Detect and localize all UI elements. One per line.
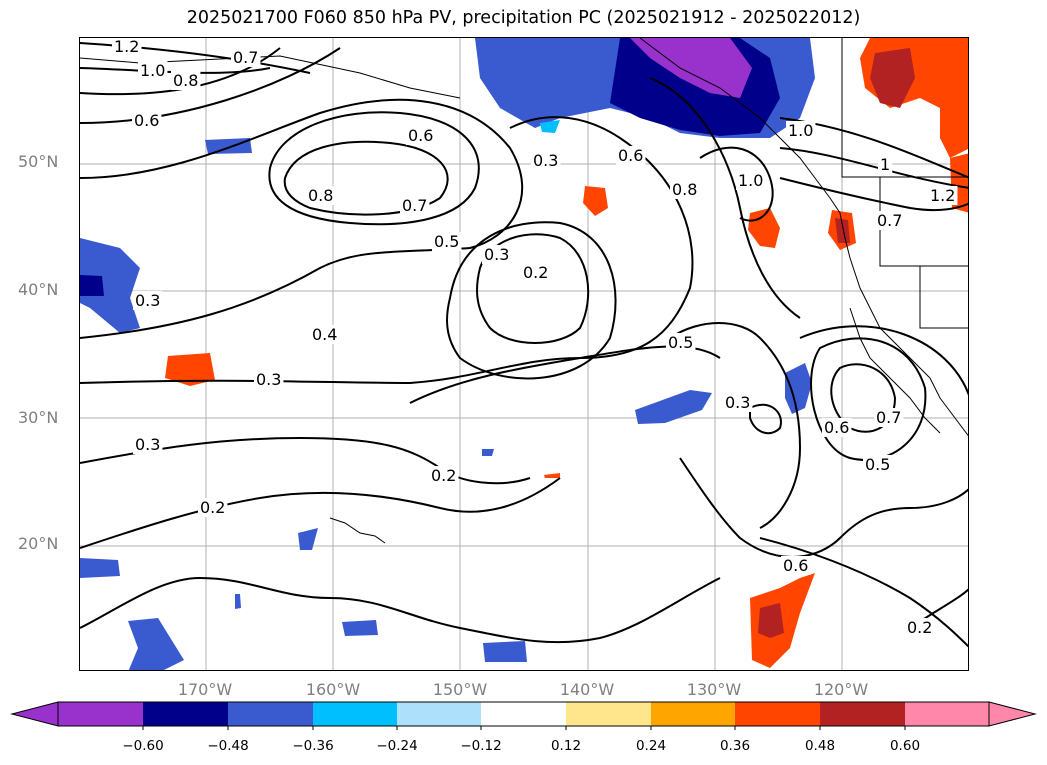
colorbar-tick: −0.48 — [207, 738, 249, 754]
lon-label: 120°W — [813, 680, 869, 699]
colorbar-tick: 0.60 — [889, 738, 921, 754]
colorbar-segment — [481, 702, 566, 726]
colorbar-tick: 0.12 — [550, 738, 582, 754]
map-panel: 1.2 1.0 0.8 0.7 0.6 0.6 0.8 0.7 0.5 0.3 … — [79, 37, 969, 671]
lon-label: 130°W — [686, 680, 742, 699]
contour-label: 0.3 — [533, 151, 558, 170]
contour-label: 0.6 — [618, 146, 643, 165]
lat-label: 40°N — [18, 280, 59, 299]
contour-label: 1.0 — [140, 61, 165, 80]
contour-label: 0.6 — [824, 418, 849, 437]
contour-label: 0.8 — [308, 186, 333, 205]
lon-label: 170°W — [177, 680, 233, 699]
contour-label: 0.2 — [523, 263, 548, 282]
contour-label: 0.8 — [672, 180, 697, 199]
colorbar-segment — [905, 702, 989, 726]
contour-label: 1 — [880, 155, 890, 174]
contour-label: 0.3 — [256, 370, 281, 389]
colorbar-segment — [143, 702, 228, 726]
colorbar-segment — [228, 702, 313, 726]
contour-label: 0.4 — [312, 325, 337, 344]
contour-label: 0.2 — [907, 618, 932, 637]
colorbar-segment — [58, 702, 143, 726]
contour-label: 0.2 — [431, 466, 456, 485]
contour-label: 0.2 — [200, 498, 225, 517]
colorbar-segment — [566, 702, 651, 726]
contour-label: 1.2 — [930, 186, 955, 205]
contour-label: 0.3 — [484, 245, 509, 264]
contour-label: 0.3 — [135, 435, 160, 454]
contour-label: 0.8 — [173, 71, 198, 90]
colorbar-tick: −0.12 — [460, 738, 502, 754]
lat-label: 30°N — [18, 408, 59, 427]
contour-label: 1.0 — [788, 121, 813, 140]
contour-label: 0.5 — [865, 455, 890, 474]
contour-label: 0.7 — [402, 196, 427, 215]
contour-label: 1.0 — [738, 171, 763, 190]
colorbar-tick: −0.24 — [376, 738, 418, 754]
colorbar-segment — [651, 702, 735, 726]
contour-label: 0.5 — [668, 333, 693, 352]
contour-label: 1.2 — [114, 38, 139, 56]
pv-contours — [80, 42, 968, 648]
colorbar-tick: −0.60 — [122, 738, 164, 754]
colorbar-segment — [313, 702, 397, 726]
precip-shading — [80, 38, 968, 670]
contour-label: 0.3 — [135, 291, 160, 310]
colorbar-segment — [735, 702, 820, 726]
lon-label: 150°W — [432, 680, 488, 699]
contour-label: 0.7 — [233, 48, 258, 67]
contour-label: 0.3 — [725, 393, 750, 412]
colorbar-segment — [820, 702, 905, 726]
contour-label: 0.6 — [408, 126, 433, 145]
colorbar-segment — [988, 701, 1037, 727]
contour-label: 0.6 — [134, 111, 159, 130]
colorbar-tick: 0.48 — [804, 738, 836, 754]
colorbar-tick: −0.36 — [292, 738, 334, 754]
colorbar-tick: 0.24 — [635, 738, 667, 754]
contour-labels: 1.2 1.0 0.8 0.7 0.6 0.6 0.8 0.7 0.5 0.3 … — [112, 38, 958, 637]
colorbar-tick: 0.36 — [719, 738, 751, 754]
contour-label: 0.7 — [876, 408, 901, 427]
gridlines — [80, 38, 968, 670]
colorbar-segment — [397, 702, 481, 726]
map-canvas: 1.2 1.0 0.8 0.7 0.6 0.6 0.8 0.7 0.5 0.3 … — [80, 38, 968, 670]
map-title: 2025021700 F060 850 hPa PV, precipitatio… — [186, 8, 861, 28]
lon-label: 160°W — [305, 680, 361, 699]
colorbar — [10, 701, 1037, 730]
contour-label: 0.7 — [877, 211, 902, 230]
colorbar-segment — [10, 701, 59, 727]
contour-label: 0.5 — [434, 232, 459, 251]
contour-label: 0.6 — [783, 556, 808, 575]
lat-label: 50°N — [18, 152, 59, 171]
lon-label: 140°W — [559, 680, 615, 699]
lat-label: 20°N — [18, 534, 59, 553]
